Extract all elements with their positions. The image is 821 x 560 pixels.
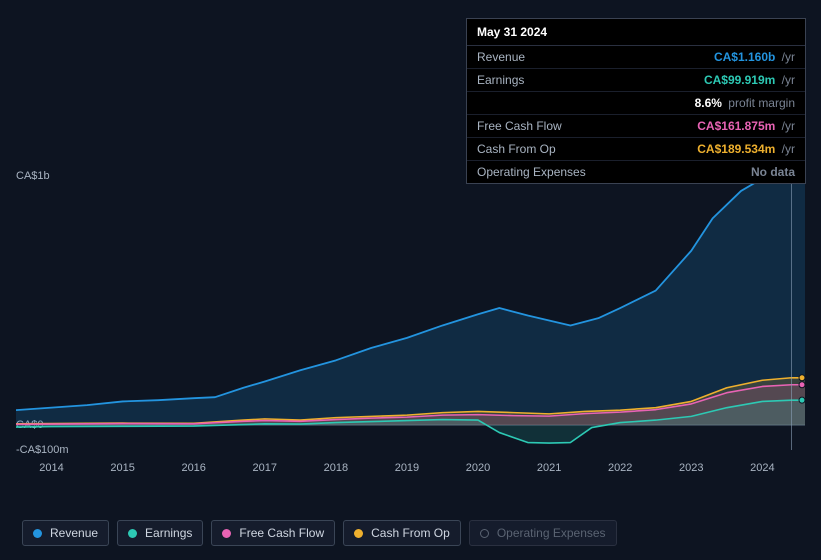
tooltip-row-value: CA$189.534m /yr bbox=[697, 142, 795, 156]
tooltip-row-value: No data bbox=[751, 165, 795, 179]
tooltip-row: 8.6% profit margin bbox=[467, 91, 805, 114]
tooltip-row-label: Free Cash Flow bbox=[477, 119, 562, 133]
tooltip-row: Cash From Op CA$189.534m /yr bbox=[467, 137, 805, 160]
tooltip-row-label: Operating Expenses bbox=[477, 165, 586, 179]
tooltip-row-value: CA$161.875m /yr bbox=[697, 119, 795, 133]
legend-dot-icon bbox=[222, 529, 231, 538]
tooltip-row-label: Cash From Op bbox=[477, 142, 556, 156]
x-axis-label: 2024 bbox=[750, 462, 774, 474]
hover-tooltip: May 31 2024 Revenue CA$1.160b /yr Earnings… bbox=[466, 18, 806, 184]
legend-label: Earnings bbox=[145, 526, 192, 540]
legend-label: Cash From Op bbox=[371, 526, 450, 540]
legend-dot-icon bbox=[33, 529, 42, 538]
x-axis-label: 2021 bbox=[537, 462, 561, 474]
legend-item-revenue[interactable]: Revenue bbox=[22, 520, 109, 546]
x-axis-label: 2018 bbox=[324, 462, 348, 474]
x-axis-label: 2014 bbox=[39, 462, 63, 474]
legend-dot-icon bbox=[128, 529, 137, 538]
x-axis-label: 2022 bbox=[608, 462, 632, 474]
legend: Revenue Earnings Free Cash Flow Cash From O… bbox=[22, 520, 617, 546]
legend-dot-icon bbox=[354, 529, 363, 538]
legend-label: Operating Expenses bbox=[497, 526, 606, 540]
chart-svg bbox=[16, 176, 805, 450]
legend-item-free_cash_flow[interactable]: Free Cash Flow bbox=[211, 520, 335, 546]
tooltip-row: Earnings CA$99.919m /yr bbox=[467, 68, 805, 91]
tooltip-row: Operating Expenses No data bbox=[467, 160, 805, 183]
x-axis-label: 2015 bbox=[110, 462, 134, 474]
x-axis-label: 2016 bbox=[181, 462, 205, 474]
tooltip-row-value: CA$99.919m /yr bbox=[704, 73, 795, 87]
legend-label: Revenue bbox=[50, 526, 98, 540]
legend-label: Free Cash Flow bbox=[239, 526, 324, 540]
x-axis-label: 2019 bbox=[395, 462, 419, 474]
legend-item-earnings[interactable]: Earnings bbox=[117, 520, 203, 546]
tooltip-row-value: 8.6% profit margin bbox=[695, 96, 795, 110]
x-axis-label: 2017 bbox=[253, 462, 277, 474]
tooltip-row-value: CA$1.160b /yr bbox=[714, 50, 795, 64]
x-axis-label: 2023 bbox=[679, 462, 703, 474]
tooltip-date: May 31 2024 bbox=[467, 19, 805, 46]
legend-item-op_expenses[interactable]: Operating Expenses bbox=[469, 520, 617, 546]
legend-item-cash_from_op[interactable]: Cash From Op bbox=[343, 520, 461, 546]
tooltip-row: Revenue CA$1.160b /yr bbox=[467, 46, 805, 68]
tooltip-row: Free Cash Flow CA$161.875m /yr bbox=[467, 114, 805, 137]
x-axis-label: 2020 bbox=[466, 462, 490, 474]
tooltip-row-label: Earnings bbox=[477, 73, 524, 87]
tooltip-row-label: Revenue bbox=[477, 50, 525, 64]
legend-dot-icon bbox=[480, 529, 489, 538]
x-axis-labels: 2014 2015 2016 2017 2018 2019 2020 2021 2022 2023… bbox=[16, 462, 805, 480]
chart-area: CA$1bCA$0-CA$100m 2014201520162017201820… bbox=[16, 160, 805, 480]
